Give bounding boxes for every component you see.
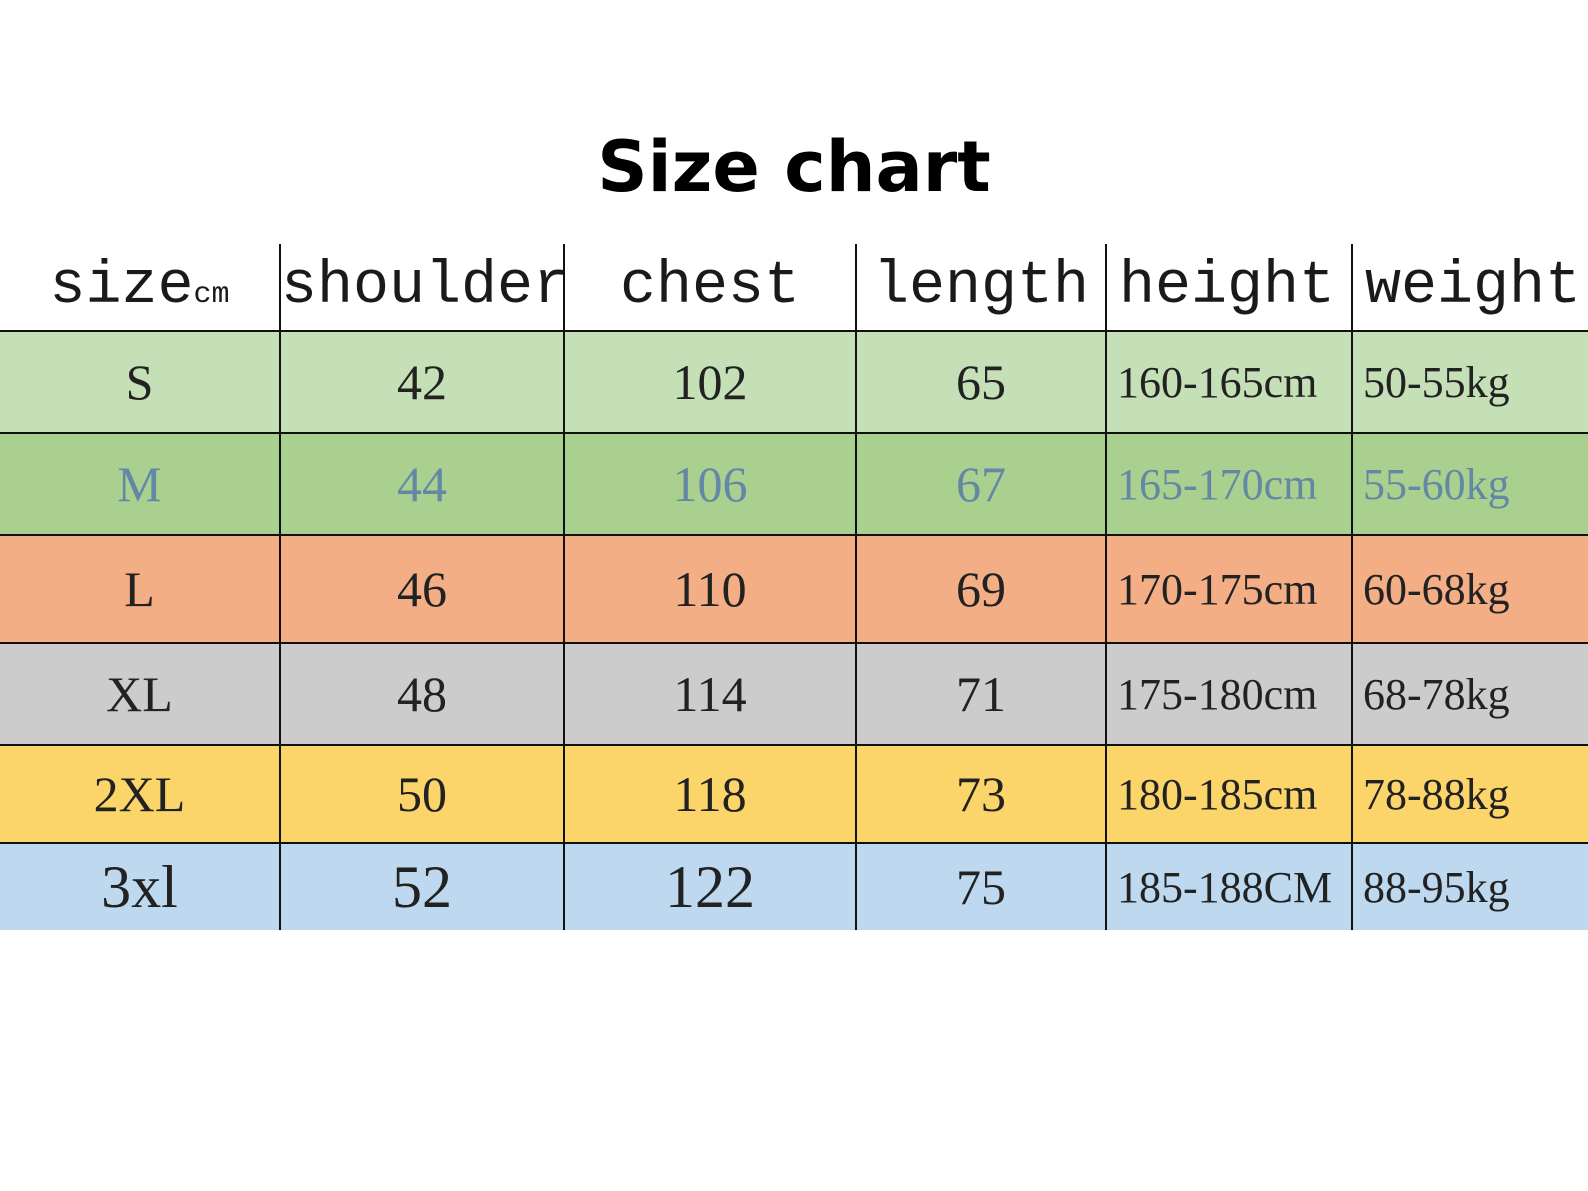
cell-weight: 60-68kg	[1352, 535, 1588, 643]
cell-height: 175-180cm	[1106, 643, 1352, 745]
cell-height: 180-185cm	[1106, 745, 1352, 843]
cell-size: 2XL	[0, 745, 280, 843]
header-chest: chest	[564, 244, 856, 331]
cell-size: L	[0, 535, 280, 643]
cell-size: M	[0, 433, 280, 535]
cell-shoulder: 50	[280, 745, 564, 843]
cell-chest: 106	[564, 433, 856, 535]
cell-shoulder: 44	[280, 433, 564, 535]
header-size-label: size	[49, 253, 193, 321]
header-height: height	[1106, 244, 1352, 331]
size-chart-table: sizecm shoulder chest length height weig…	[0, 244, 1588, 930]
header-size-unit: cm	[194, 278, 230, 312]
cell-height: 170-175cm	[1106, 535, 1352, 643]
cell-chest: 102	[564, 331, 856, 433]
table-row: M 44 106 67 165-170cm 55-60kg	[0, 433, 1588, 535]
table-row: 2XL 50 118 73 180-185cm 78-88kg	[0, 745, 1588, 843]
table-row: L 46 110 69 170-175cm 60-68kg	[0, 535, 1588, 643]
cell-shoulder: 48	[280, 643, 564, 745]
cell-chest: 114	[564, 643, 856, 745]
cell-length: 69	[856, 535, 1106, 643]
cell-height: 185-188CM	[1106, 843, 1352, 930]
cell-chest: 110	[564, 535, 856, 643]
cell-length: 75	[856, 843, 1106, 930]
page-title: Size chart	[0, 122, 1588, 212]
cell-height: 160-165cm	[1106, 331, 1352, 433]
cell-shoulder: 42	[280, 331, 564, 433]
table-row: 3xl 52 122 75 185-188CM 88-95kg	[0, 843, 1588, 930]
cell-chest: 118	[564, 745, 856, 843]
cell-height: 165-170cm	[1106, 433, 1352, 535]
cell-shoulder: 52	[280, 843, 564, 930]
cell-length: 71	[856, 643, 1106, 745]
cell-length: 65	[856, 331, 1106, 433]
header-weight: weight	[1352, 244, 1588, 331]
cell-weight: 55-60kg	[1352, 433, 1588, 535]
table-row: S 42 102 65 160-165cm 50-55kg	[0, 331, 1588, 433]
table-row: XL 48 114 71 175-180cm 68-78kg	[0, 643, 1588, 745]
header-length: length	[856, 244, 1106, 331]
cell-weight: 88-95kg	[1352, 843, 1588, 930]
cell-weight: 68-78kg	[1352, 643, 1588, 745]
header-size: sizecm	[0, 244, 280, 331]
cell-shoulder: 46	[280, 535, 564, 643]
header-shoulder: shoulder	[280, 244, 564, 331]
cell-chest: 122	[564, 843, 856, 930]
cell-weight: 78-88kg	[1352, 745, 1588, 843]
cell-size: XL	[0, 643, 280, 745]
table-header-row: sizecm shoulder chest length height weig…	[0, 244, 1588, 331]
cell-size: 3xl	[0, 843, 280, 930]
cell-length: 67	[856, 433, 1106, 535]
cell-length: 73	[856, 745, 1106, 843]
cell-weight: 50-55kg	[1352, 331, 1588, 433]
cell-size: S	[0, 331, 280, 433]
